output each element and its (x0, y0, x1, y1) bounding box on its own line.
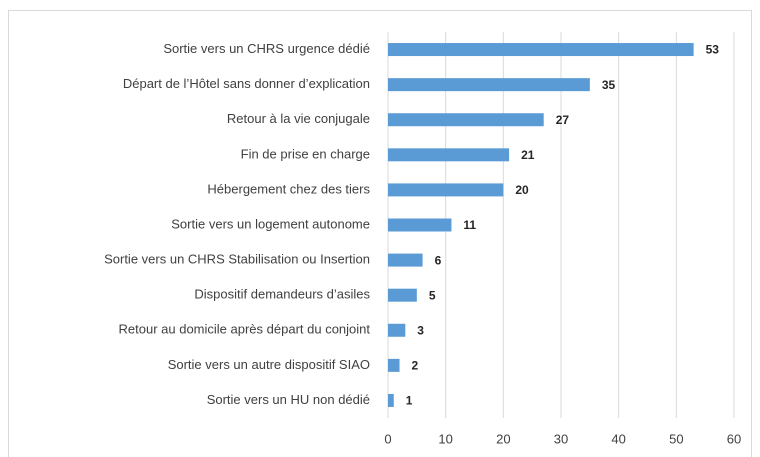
data-label: 20 (515, 183, 529, 197)
y-tick-label: Sortie vers un CHRS urgence dédié (163, 41, 370, 56)
x-tick-label: 60 (727, 431, 741, 446)
data-label: 6 (435, 253, 442, 267)
data-label: 2 (412, 359, 419, 373)
y-tick-label: Hébergement chez des tiers (207, 181, 370, 196)
data-label: 1 (406, 394, 413, 408)
y-tick-label: Dispositif demandeurs d’asiles (194, 287, 370, 302)
bar (388, 358, 400, 372)
data-label: 27 (556, 113, 570, 127)
y-tick-label: Fin de prise en charge (241, 146, 370, 161)
x-tick-label: 0 (384, 431, 391, 446)
y-tick-label: Sortie vers un HU non dédié (207, 392, 370, 407)
y-tick-label: Retour à la vie conjugale (227, 111, 370, 126)
bar (388, 288, 417, 302)
x-tick-label: 50 (669, 431, 683, 446)
chart-frame (8, 10, 752, 457)
bar (388, 78, 590, 92)
y-tick-label: Sortie vers un CHRS Stabilisation ou Ins… (104, 252, 370, 267)
x-tick-label: 20 (496, 431, 510, 446)
data-label: 21 (521, 148, 535, 162)
data-label: 5 (429, 288, 436, 302)
data-label: 11 (463, 218, 476, 232)
x-tick-label: 10 (438, 431, 452, 446)
x-tick-label: 40 (611, 431, 625, 446)
bar (388, 148, 510, 162)
x-tick-label: 30 (554, 431, 568, 446)
y-tick-label: Départ de l’Hôtel sans donner d’explicat… (123, 76, 370, 91)
bar (388, 393, 394, 407)
bar (388, 113, 544, 127)
data-label: 53 (706, 43, 720, 57)
data-label: 3 (417, 323, 424, 337)
y-tick-label: Sortie vers un autre dispositif SIAO (168, 357, 370, 372)
bar (388, 43, 694, 57)
y-tick-label: Sortie vers un logement autonome (171, 216, 370, 231)
bar (388, 218, 452, 232)
bar (388, 323, 406, 337)
bar (388, 183, 504, 197)
bar (388, 253, 423, 267)
data-label: 35 (602, 78, 616, 92)
y-tick-label: Retour au domicile après départ du conjo… (119, 322, 371, 337)
